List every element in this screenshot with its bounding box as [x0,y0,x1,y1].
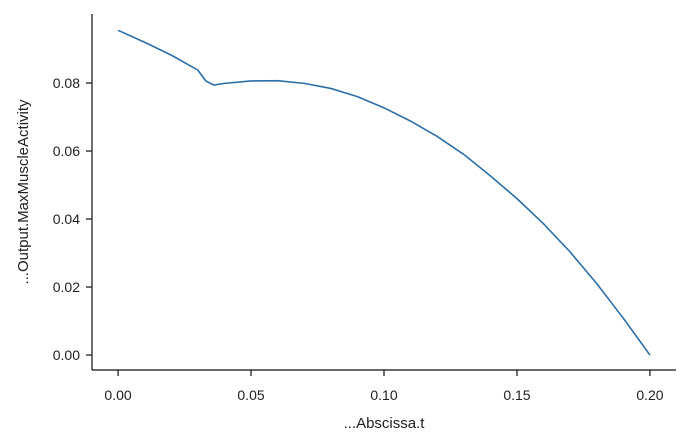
y-tick-label: 0.08 [53,75,80,91]
x-axis-label: ...Abscissa.t [344,415,426,432]
y-tick-label: 0.02 [53,279,80,295]
y-tick-label: 0.00 [53,347,80,363]
x-tick-label: 0.00 [104,387,131,403]
y-tick-label: 0.06 [53,143,80,159]
y-axis-label: ...Output.MaxMuscleActivity [15,99,32,285]
y-tick-label: 0.04 [53,211,80,227]
x-tick-label: 0.05 [237,387,264,403]
x-tick-label: 0.15 [503,387,530,403]
x-tick-label: 0.10 [370,387,397,403]
line [117,29,651,356]
x-tick-label: 0.20 [636,387,663,403]
